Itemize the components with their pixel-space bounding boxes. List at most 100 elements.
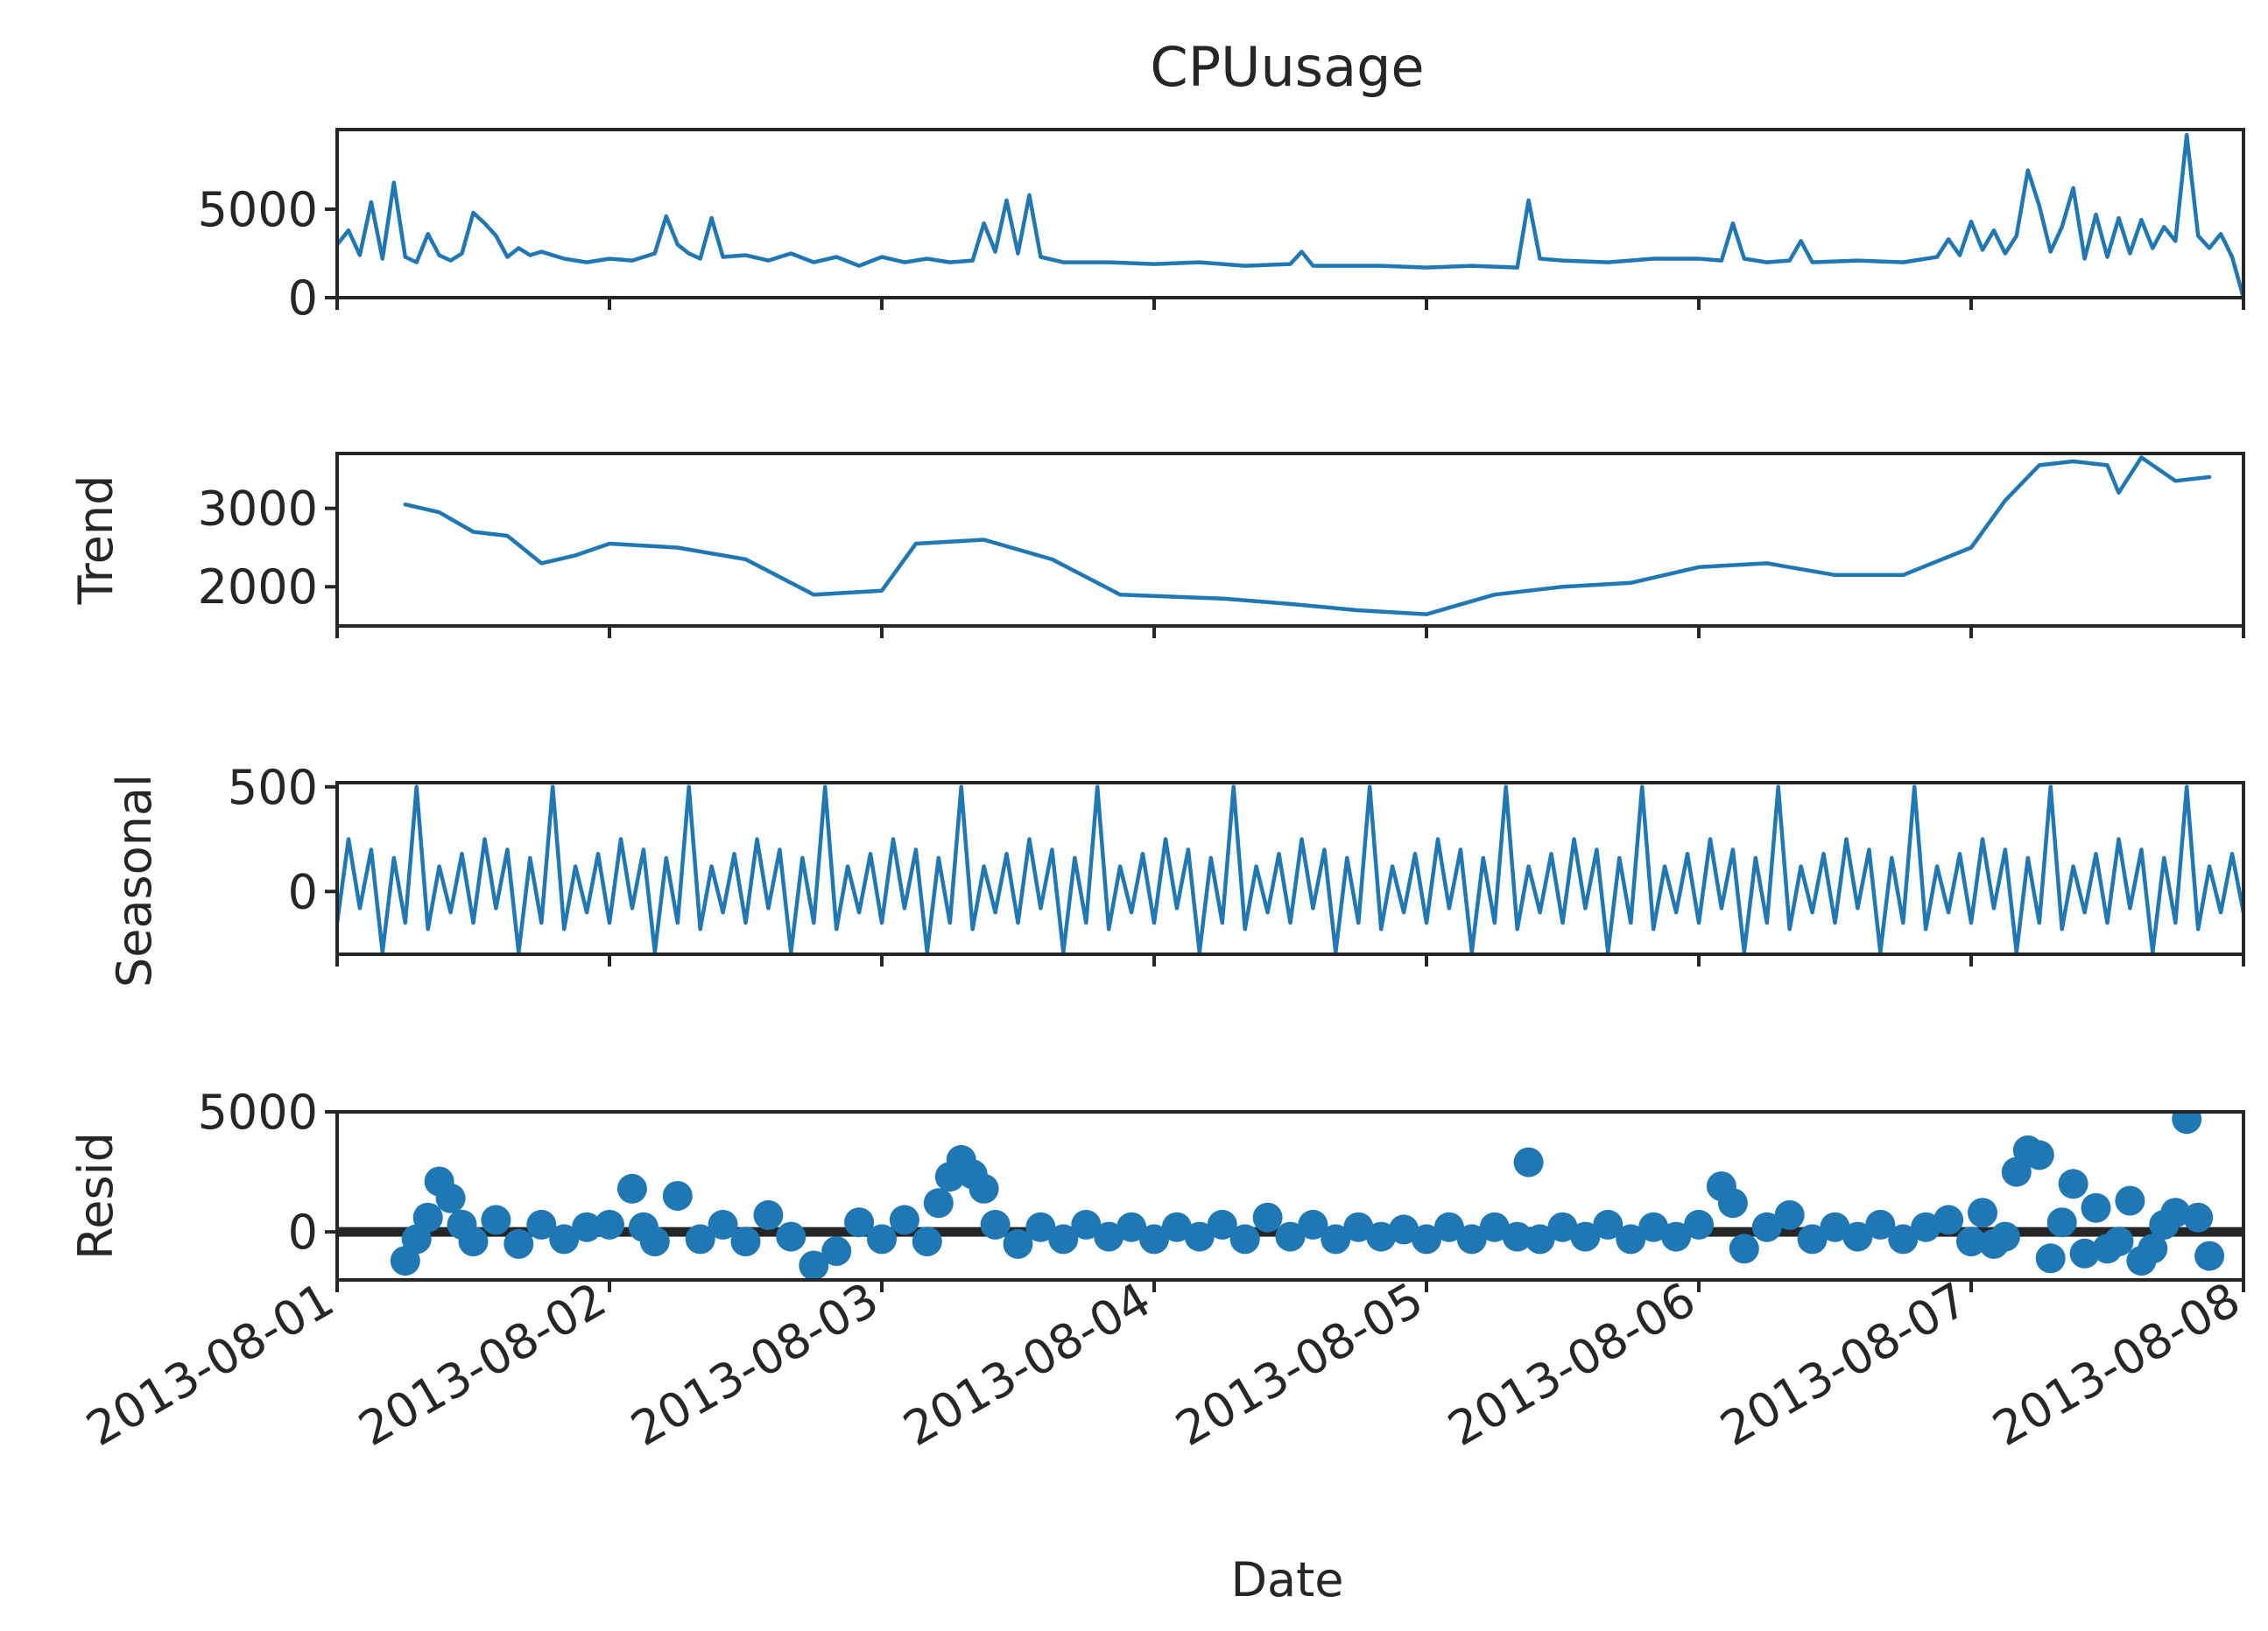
resid-point xyxy=(1684,1209,1714,1240)
resid-point xyxy=(572,1212,602,1242)
resid-point xyxy=(730,1227,761,1257)
x-tick-label: 2013-08-03 xyxy=(622,1272,887,1457)
resid-point xyxy=(2138,1234,2168,1264)
resid-point xyxy=(662,1181,693,1211)
resid-point xyxy=(1343,1212,1374,1242)
y-tick-label: 500 xyxy=(228,760,318,815)
series-line-2 xyxy=(403,455,2212,616)
resid-point xyxy=(1184,1221,1215,1252)
y-tick-label: 5000 xyxy=(198,182,318,237)
resid-point xyxy=(1229,1224,1260,1255)
panel-3: 0 500 Seasonal xyxy=(107,760,2245,988)
resid-point xyxy=(968,1173,999,1204)
y-tick-label: 0 xyxy=(288,271,318,326)
resid-point xyxy=(1321,1224,1351,1255)
resid-point xyxy=(1025,1212,1056,1242)
resid-point xyxy=(1797,1224,1828,1255)
resid-point xyxy=(2115,1185,2145,1216)
axes-frame-4 xyxy=(335,1110,2245,1282)
resid-point xyxy=(1525,1224,1555,1255)
y-tick-label: 2000 xyxy=(198,559,318,615)
resid-point xyxy=(1956,1227,1986,1257)
resid-point xyxy=(1751,1212,1782,1242)
x-axis-label: Date xyxy=(1230,1552,1343,1607)
resid-point xyxy=(1865,1209,1896,1240)
x-tick-label: 2013-08-06 xyxy=(1439,1272,1704,1457)
x-tick-label: 2013-08-04 xyxy=(894,1272,1159,1457)
resid-point xyxy=(1547,1212,1578,1242)
resid-point xyxy=(1003,1228,1033,1259)
resid-point xyxy=(923,1188,954,1219)
y-tick-label: 3000 xyxy=(198,482,318,537)
resid-point xyxy=(2172,1112,2202,1135)
resid-point xyxy=(799,1250,829,1280)
resid-point xyxy=(776,1221,806,1252)
resid-point xyxy=(1968,1198,1997,1228)
x-tick-label: 2013-08-08 xyxy=(1983,1272,2249,1457)
y-tick-label: 0 xyxy=(288,1205,318,1260)
resid-point xyxy=(2035,1243,2066,1274)
resid-point xyxy=(708,1209,738,1240)
x-tick-label: 2013-08-07 xyxy=(1711,1272,1976,1457)
resid-point xyxy=(1071,1209,1102,1240)
chart-title: CPUusage xyxy=(1150,35,1424,99)
resid-point xyxy=(435,1183,466,1213)
resid-point xyxy=(1048,1224,1079,1255)
series-line-1 xyxy=(337,132,2243,298)
resid-point xyxy=(1911,1212,1941,1242)
resid-point xyxy=(2069,1238,2100,1269)
axes-frame-2 xyxy=(335,452,2245,628)
resid-point xyxy=(685,1224,715,1255)
resid-point xyxy=(1774,1199,1805,1230)
resid-point xyxy=(980,1209,1011,1240)
resid-point xyxy=(2024,1140,2054,1171)
resid-point xyxy=(1275,1221,1306,1252)
resid-point xyxy=(595,1209,624,1240)
resid-point xyxy=(549,1224,580,1255)
resid-point xyxy=(481,1205,511,1235)
resid-point xyxy=(412,1202,443,1233)
resid-point xyxy=(2183,1202,2214,1233)
panels-group: 0 5000 2000 3000 Trend 0 500 Seasonal 0 5000 2013-… xyxy=(68,128,2250,1457)
axes-frame-1 xyxy=(335,128,2245,299)
axes-frame-3 xyxy=(335,781,2245,956)
resid-point xyxy=(867,1224,897,1255)
resid-point xyxy=(1661,1221,1692,1252)
resid-point xyxy=(1820,1212,1850,1242)
resid-point xyxy=(2081,1192,2111,1223)
resid-point xyxy=(1638,1212,1669,1242)
resid-point xyxy=(504,1228,534,1259)
resid-point xyxy=(1616,1224,1646,1255)
resid-point xyxy=(1717,1188,1748,1219)
resid-point xyxy=(1139,1224,1169,1255)
resid-point xyxy=(1252,1202,1283,1233)
resid-point xyxy=(889,1205,919,1235)
y-axis-label-resid: Resid xyxy=(68,1132,123,1260)
resid-point xyxy=(2194,1241,2225,1271)
resid-point xyxy=(753,1199,784,1230)
resid-point xyxy=(1456,1224,1487,1255)
resid-point xyxy=(1502,1221,1532,1252)
y-tick-label: 0 xyxy=(288,864,318,919)
resid-point xyxy=(1888,1224,1919,1255)
resid-point xyxy=(1513,1147,1544,1178)
resid-point xyxy=(458,1227,489,1257)
resid-point xyxy=(1570,1221,1601,1252)
resid-point xyxy=(1433,1212,1464,1242)
x-tick-label: 2013-08-01 xyxy=(77,1272,342,1457)
resid-point xyxy=(1207,1209,1237,1240)
resid-point xyxy=(1729,1234,1759,1264)
x-tick-label: 2013-08-02 xyxy=(349,1272,615,1457)
resid-point xyxy=(1366,1221,1397,1252)
resid-points xyxy=(390,1112,2225,1280)
resid-point xyxy=(1116,1212,1147,1242)
resid-point xyxy=(1990,1221,2020,1252)
y-axis-label-trend: Trend xyxy=(68,475,123,606)
resid-point xyxy=(616,1173,647,1204)
resid-point xyxy=(526,1209,557,1240)
resid-point xyxy=(639,1227,670,1257)
resid-point xyxy=(1933,1205,1964,1235)
series-line-3 xyxy=(337,784,2243,954)
